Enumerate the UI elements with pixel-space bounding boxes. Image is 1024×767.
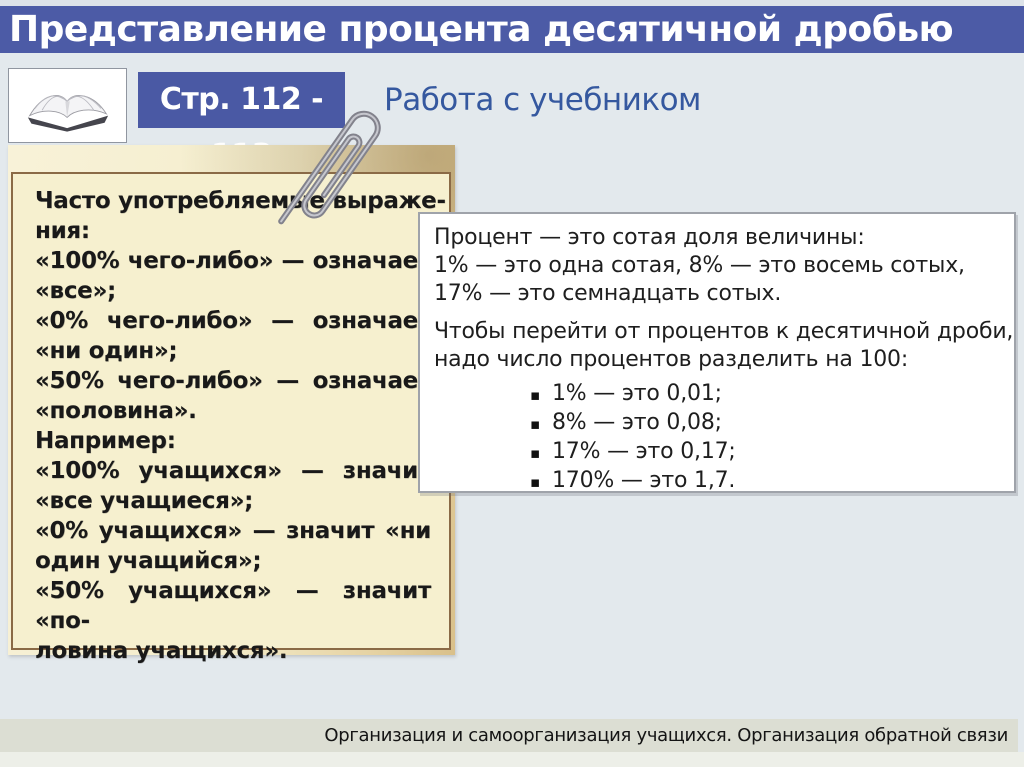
- paperclip-icon: [257, 78, 412, 257]
- footer-text: Организация и самоорганизация учащихся. …: [324, 725, 1008, 746]
- activity-label: Работа с учебником: [384, 82, 701, 118]
- bullet-icon: ▪: [530, 444, 541, 462]
- bullet-icon: ▪: [530, 473, 541, 491]
- note-line: ловина учащихся».: [35, 638, 288, 664]
- note-line: «половина».: [35, 398, 197, 424]
- note-line: «50% учащихся» — значит «по-: [35, 578, 431, 634]
- bottom-strip: [0, 752, 1024, 767]
- bullet-item: ▪ 8% — это 0,08;: [530, 409, 1000, 438]
- note-line: «ни один»;: [35, 338, 178, 364]
- info-rule-line: надо число процентов разделить на 100:: [434, 347, 909, 372]
- top-strip: [0, 0, 1024, 6]
- page-title: Представление процента десятичной дробью: [9, 9, 954, 50]
- info-intro-line: 17% — это семнадцать сотых.: [434, 281, 782, 306]
- note-line: «0% чего-либо» — означает: [35, 308, 431, 334]
- info-rule-line: Чтобы перейти от процентов к десятичной …: [434, 319, 1014, 344]
- bullet-item: ▪ 17% — это 0,17;: [530, 438, 1000, 467]
- bullet-item: ▪ 1% — это 0,01;: [530, 380, 1000, 409]
- note-line: Например:: [35, 428, 176, 454]
- info-box: Процент — это сотая доля величины: 1% — …: [418, 212, 1016, 493]
- book-icon: [15, 71, 121, 141]
- info-intro-line: 1% — это одна сотая, 8% — это восемь сот…: [434, 253, 965, 278]
- note-line: «100% чего-либо» — означает: [35, 248, 431, 274]
- bullet-text: 170% — это 1,7.: [552, 468, 736, 493]
- note-line: один учащийся»;: [35, 548, 262, 574]
- note-line: «100% учащихся» — значит: [35, 458, 431, 484]
- note-line: Часто употребляемые выраже-: [35, 188, 446, 214]
- bullet-text: 8% — это 0,08;: [552, 410, 722, 435]
- bullet-text: 17% — это 0,17;: [552, 439, 736, 464]
- note-line: «0% учащихся» — значит «ни: [35, 518, 431, 544]
- note-line: «все учащиеся»;: [35, 488, 254, 514]
- bullet-icon: ▪: [530, 415, 541, 433]
- book-thumbnail: [8, 68, 127, 143]
- sticky-note: Часто употребляемые выраже- ния: «100% ч…: [8, 145, 455, 664]
- note-line: «50% чего-либо» — означает: [35, 368, 431, 394]
- title-bar: Представление процента десятичной дробью: [0, 6, 1024, 53]
- note-inner: Часто употребляемые выраже- ния: «100% ч…: [11, 172, 451, 664]
- bullet-item: ▪ 170% — это 1,7.: [530, 467, 1000, 496]
- bullet-icon: ▪: [530, 386, 541, 404]
- footer-bar: Организация и самоорганизация учащихся. …: [0, 719, 1018, 752]
- note-line: «все»;: [35, 278, 116, 304]
- page-badge: Стр. 112 - 113: [138, 72, 345, 173]
- bullet-list: ▪ 1% — это 0,01; ▪ 8% — это 0,08; ▪ 17% …: [530, 380, 1000, 496]
- info-intro-line: Процент — это сотая доля величины:: [434, 225, 865, 250]
- bullet-text: 1% — это 0,01;: [552, 381, 722, 406]
- note-line: ния:: [35, 218, 90, 244]
